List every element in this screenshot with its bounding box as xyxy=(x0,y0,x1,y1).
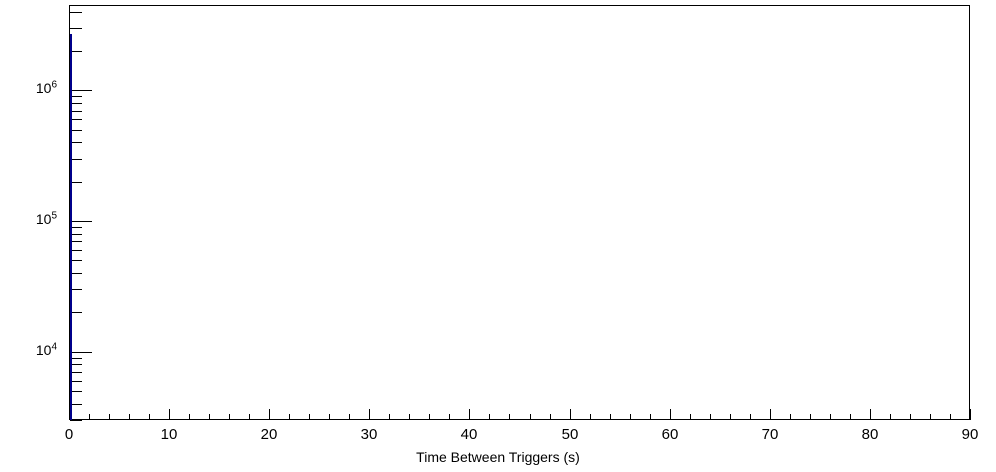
y-axis-minor-tick xyxy=(70,227,82,228)
x-axis-tick-label: 70 xyxy=(761,426,779,443)
y-axis-minor-tick xyxy=(70,250,82,251)
y-tick-mantissa: 10 xyxy=(35,80,52,96)
x-axis-tick-label: 40 xyxy=(460,426,478,443)
x-axis-major-tick xyxy=(670,409,671,420)
y-axis-minor-tick xyxy=(70,312,82,313)
x-axis-minor-tick xyxy=(489,414,490,420)
x-axis-tick-label: 30 xyxy=(360,426,378,443)
x-axis-minor-tick xyxy=(630,414,631,420)
y-axis-tick-label: 106 xyxy=(0,79,57,96)
x-axis-major-tick xyxy=(469,409,470,420)
x-axis-minor-tick xyxy=(910,414,911,420)
y-axis-minor-tick xyxy=(70,130,82,131)
histogram-bar xyxy=(70,34,72,420)
x-axis-minor-tick xyxy=(109,414,110,420)
x-axis-minor-tick xyxy=(590,414,591,420)
x-axis-minor-tick xyxy=(349,414,350,420)
x-axis-major-tick xyxy=(770,409,771,420)
x-axis-minor-tick xyxy=(429,414,430,420)
x-axis-minor-tick xyxy=(530,414,531,420)
y-axis-minor-tick xyxy=(70,96,82,97)
y-axis-major-tick xyxy=(70,352,92,353)
y-axis-minor-tick xyxy=(70,372,82,373)
x-axis-minor-tick xyxy=(830,414,831,420)
x-axis-tick-label: 60 xyxy=(661,426,679,443)
y-axis-tick-label: 105 xyxy=(0,210,57,227)
x-axis-minor-tick xyxy=(189,414,190,420)
x-axis-minor-tick xyxy=(329,414,330,420)
y-tick-exponent: 4 xyxy=(51,341,57,353)
y-axis-minor-tick xyxy=(70,358,82,359)
x-axis-minor-tick xyxy=(229,414,230,420)
x-axis-minor-tick xyxy=(309,414,310,420)
y-axis-minor-tick xyxy=(70,420,82,421)
x-axis-title: Time Between Triggers (s) xyxy=(416,449,580,465)
x-axis-tick-label: 50 xyxy=(561,426,579,443)
y-axis-minor-tick xyxy=(70,273,82,274)
x-axis-minor-tick xyxy=(550,414,551,420)
x-axis-tick-label: 90 xyxy=(961,426,979,443)
y-axis-major-tick xyxy=(70,90,92,91)
x-axis-major-tick xyxy=(870,409,871,420)
y-axis-minor-tick xyxy=(70,260,82,261)
x-axis-major-tick xyxy=(269,409,270,420)
x-axis-minor-tick xyxy=(710,414,711,420)
x-axis-major-tick xyxy=(169,409,170,420)
y-tick-mantissa: 10 xyxy=(35,342,52,358)
x-axis-minor-tick xyxy=(610,414,611,420)
y-tick-exponent: 5 xyxy=(51,210,57,222)
y-axis-tick-label: 104 xyxy=(0,341,57,358)
y-axis-minor-tick xyxy=(70,142,82,143)
x-axis-minor-tick xyxy=(850,414,851,420)
y-axis-minor-tick xyxy=(70,391,82,392)
x-axis-minor-tick xyxy=(810,414,811,420)
x-axis-minor-tick xyxy=(129,414,130,420)
y-axis-minor-tick xyxy=(70,103,82,104)
x-axis-minor-tick xyxy=(930,414,931,420)
x-axis-minor-tick xyxy=(449,414,450,420)
x-axis-minor-tick xyxy=(790,414,791,420)
y-axis-minor-tick xyxy=(70,28,82,29)
y-axis-minor-tick xyxy=(70,159,82,160)
x-axis-minor-tick xyxy=(149,414,150,420)
x-axis-minor-tick xyxy=(690,414,691,420)
x-axis-major-tick xyxy=(570,409,571,420)
x-axis-minor-tick xyxy=(209,414,210,420)
y-axis-minor-tick xyxy=(70,381,82,382)
y-axis-minor-tick xyxy=(70,119,82,120)
x-axis-tick-label: 0 xyxy=(64,426,74,443)
y-axis-major-tick xyxy=(70,221,92,222)
x-axis-tick-label: 20 xyxy=(260,426,278,443)
plot-frame xyxy=(69,5,970,420)
y-axis-minor-tick xyxy=(70,182,82,183)
x-axis-minor-tick xyxy=(289,414,290,420)
x-axis-minor-tick xyxy=(249,414,250,420)
x-axis-minor-tick xyxy=(409,414,410,420)
x-axis-minor-tick xyxy=(890,414,891,420)
y-axis-minor-tick xyxy=(70,234,82,235)
y-axis-minor-tick xyxy=(70,111,82,112)
y-axis-minor-tick xyxy=(70,364,82,365)
x-axis-minor-tick xyxy=(389,414,390,420)
y-axis-minor-tick xyxy=(70,289,82,290)
y-axis-minor-tick xyxy=(70,51,82,52)
x-axis-major-tick xyxy=(369,409,370,420)
x-axis-tick-label: 80 xyxy=(861,426,879,443)
x-axis-minor-tick xyxy=(730,414,731,420)
x-axis-minor-tick xyxy=(509,414,510,420)
y-tick-exponent: 6 xyxy=(51,79,57,91)
y-tick-mantissa: 10 xyxy=(35,211,52,227)
x-axis-major-tick xyxy=(970,409,971,420)
x-axis-major-tick xyxy=(69,409,70,420)
y-axis-minor-tick xyxy=(70,12,82,13)
y-axis-minor-tick xyxy=(70,404,82,405)
y-axis-minor-tick xyxy=(70,241,82,242)
x-axis-minor-tick xyxy=(750,414,751,420)
x-axis-minor-tick xyxy=(950,414,951,420)
x-axis-tick-label: 10 xyxy=(160,426,178,443)
x-axis-minor-tick xyxy=(89,414,90,420)
x-axis-minor-tick xyxy=(650,414,651,420)
